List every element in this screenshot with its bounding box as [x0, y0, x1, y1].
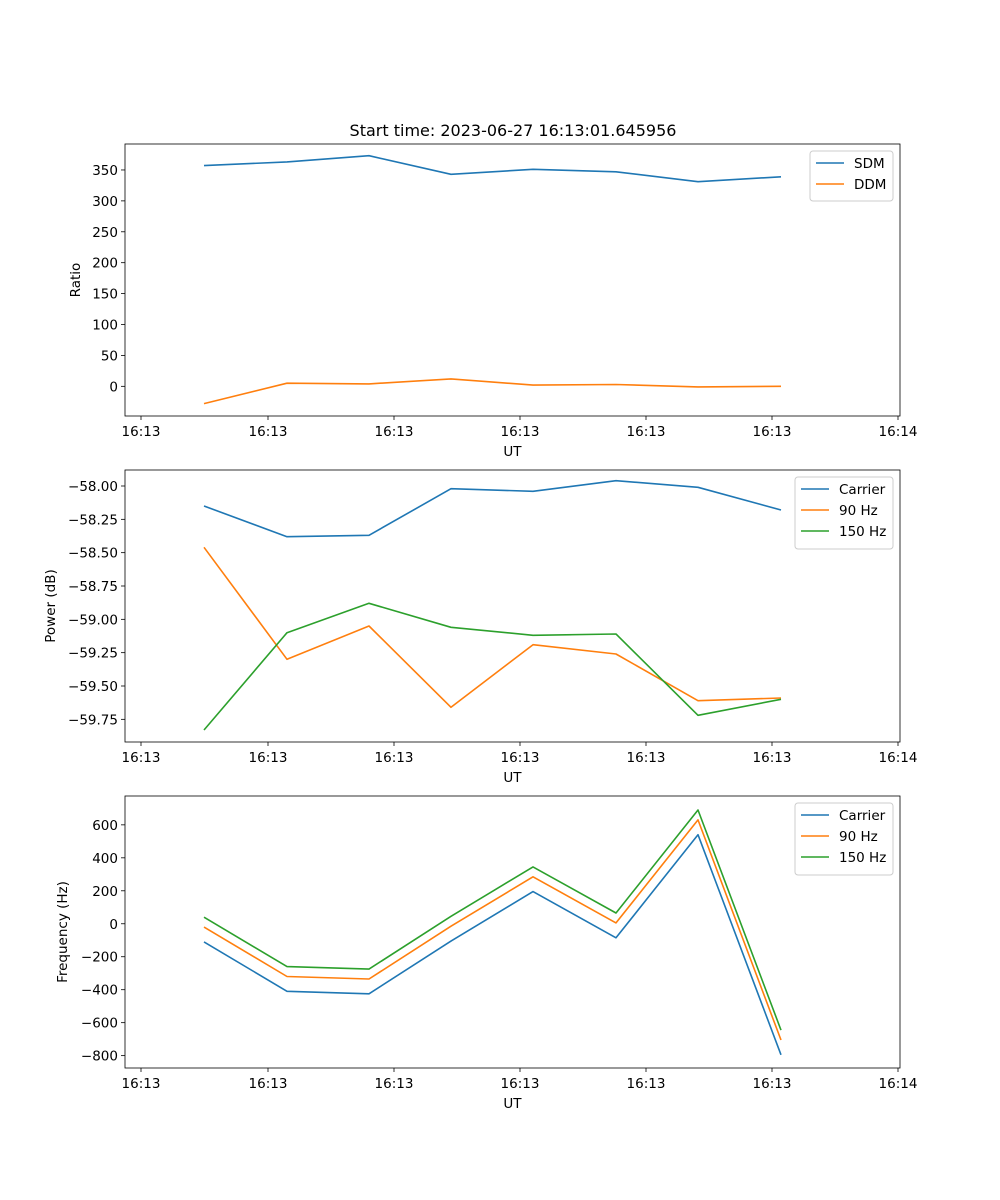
frequency-legend-label: 90 Hz: [839, 829, 878, 845]
power-legend-label: 90 Hz: [839, 503, 878, 519]
power-legend-label: Carrier: [839, 482, 886, 498]
frequency-x-tick-label: 16:13: [501, 1076, 540, 1092]
frequency-axes-frame: [124, 795, 901, 1069]
ratio-y-tick-label: 100: [92, 318, 118, 334]
ratio-legend-label: DDM: [854, 177, 886, 193]
power-y-tick-label: −58.00: [68, 479, 118, 495]
power-legend-label: 150 Hz: [839, 524, 886, 540]
ratio-y-tick-label: 150: [92, 287, 118, 303]
chart-title: Start time: 2023-06-27 16:13:01.645956: [350, 121, 677, 140]
power-x-tick-label: 16:13: [627, 750, 666, 766]
power-x-tick-label: 16:13: [501, 750, 540, 766]
ratio-x-tick-label: 16:13: [501, 424, 540, 440]
power-panel: −58.00 −58.25 −58.50 −58.75 −59.00 −59.25 −59.…: [43, 469, 918, 786]
power-x-tick-label: 16:13: [122, 750, 161, 766]
power-x-tick-label: 16:13: [375, 750, 414, 766]
frequency-series-150-hz: [203, 809, 782, 1031]
frequency-y-tick-label: 200: [92, 884, 118, 900]
ratio-y-tick-label: 300: [92, 194, 118, 210]
frequency-series-carrier: [203, 833, 782, 1056]
frequency-y-tick-label: 600: [92, 818, 118, 834]
ratio-x-tick-label: 16:13: [375, 424, 414, 440]
frequency-x-tick-label: 16:13: [753, 1076, 792, 1092]
frequency-legend: Carrier 90 Hz 150 Hz: [794, 802, 894, 876]
ratio-y-tick-label: 50: [101, 348, 118, 364]
power-x-axis-label: UT: [503, 770, 522, 786]
power-legend: Carrier 90 Hz 150 Hz: [794, 476, 894, 550]
power-y-tick-label: −59.25: [68, 646, 118, 662]
power-y-tick-label: −59.50: [68, 679, 118, 695]
ratio-y-tick-label: 200: [92, 256, 118, 272]
power-x-tick-label: 16:13: [753, 750, 792, 766]
frequency-y-tick-label: −600: [81, 1016, 118, 1032]
power-x-tick-label: 16:14: [879, 750, 918, 766]
ratio-legend-label: SDM: [854, 156, 885, 172]
frequency-x-tick-label: 16:14: [879, 1076, 918, 1092]
ratio-x-axis-label: UT: [503, 444, 522, 460]
ratio-axes-frame: [124, 143, 901, 417]
ratio-x-tick-label: 16:13: [627, 424, 666, 440]
ratio-y-axis-label: Ratio: [68, 263, 84, 298]
ratio-y-tick-label: 250: [92, 225, 118, 241]
power-series-90-hz: [203, 546, 782, 709]
frequency-y-tick-label: 400: [92, 851, 118, 867]
ratio-panel: 0 50 100 150 200 250 300 350 16:13 16:13 16:13 16:1…: [68, 143, 918, 460]
power-y-tick-label: −58.25: [68, 512, 118, 528]
power-axes-frame: [124, 469, 901, 743]
frequency-x-tick-label: 16:13: [627, 1076, 666, 1092]
ratio-x-tick-label: 16:13: [753, 424, 792, 440]
ratio-x-tick-label: 16:13: [249, 424, 288, 440]
frequency-y-axis-label: Frequency (Hz): [55, 881, 71, 983]
power-y-tick-label: −59.00: [68, 612, 118, 628]
power-y-tick-label: −58.50: [68, 546, 118, 562]
frequency-series-90-hz: [203, 819, 782, 1041]
power-y-tick-label: −58.75: [68, 579, 118, 595]
ratio-series-sdm: [203, 154, 782, 183]
frequency-x-tick-label: 16:13: [375, 1076, 414, 1092]
ratio-y-tick-label: 0: [109, 379, 118, 395]
frequency-x-tick-label: 16:13: [249, 1076, 288, 1092]
frequency-y-tick-label: 0: [109, 917, 118, 933]
frequency-y-tick-label: −200: [81, 950, 118, 966]
frequency-y-tick-label: −800: [81, 1049, 118, 1065]
frequency-x-tick-label: 16:13: [122, 1076, 161, 1092]
power-series-150-hz: [203, 602, 782, 731]
frequency-legend-label: 150 Hz: [839, 850, 886, 866]
power-y-axis-label: Power (dB): [43, 569, 59, 642]
power-series-carrier: [203, 479, 782, 538]
ratio-legend: SDM DDM: [809, 150, 894, 202]
frequency-panel: −800 −600 −400 −200 0 200 400 600 16:13 16:13 16:1…: [55, 795, 918, 1112]
ratio-x-tick-label: 16:13: [122, 424, 161, 440]
frequency-x-axis-label: UT: [503, 1096, 522, 1112]
frequency-legend-label: Carrier: [839, 808, 886, 824]
frequency-y-tick-label: −400: [81, 983, 118, 999]
power-x-tick-label: 16:13: [249, 750, 288, 766]
power-y-tick-label: −59.75: [68, 712, 118, 728]
ratio-series-ddm: [203, 378, 782, 405]
ratio-y-tick-label: 350: [92, 163, 118, 179]
ratio-x-tick-label: 16:14: [879, 424, 918, 440]
